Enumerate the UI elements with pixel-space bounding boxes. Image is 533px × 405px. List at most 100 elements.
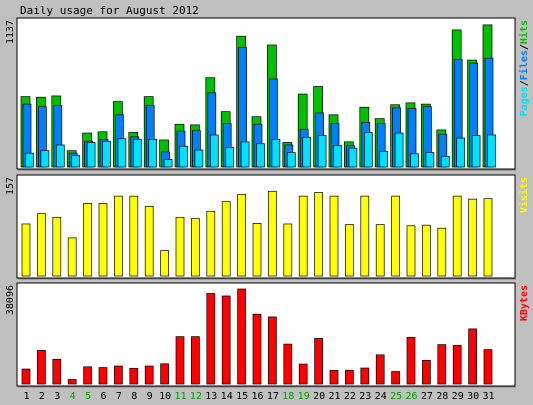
visits-bar xyxy=(206,210,216,277)
x-tick-label: 9 xyxy=(147,391,153,402)
kbytes-bar xyxy=(237,288,246,385)
visits-bar xyxy=(329,195,339,277)
x-tick-label: 1 xyxy=(23,391,29,402)
kbytes-bar xyxy=(175,336,185,385)
pages-bar xyxy=(425,152,435,168)
pages-bar xyxy=(410,153,419,168)
pages-bar xyxy=(394,132,404,168)
visits-bar xyxy=(37,213,46,277)
pages-bar xyxy=(117,138,127,168)
pages-bar xyxy=(271,138,281,168)
kbytes-bar xyxy=(206,293,216,385)
pages-bar xyxy=(225,147,235,168)
kbytes-bar xyxy=(375,354,385,385)
y-max-label: 38096 xyxy=(5,285,16,315)
x-tick-label: 2 xyxy=(39,391,45,402)
visits-bar xyxy=(375,224,385,277)
x-tick-label: 19 xyxy=(298,391,310,402)
x-tick-label: 6 xyxy=(100,391,106,402)
pages-bar xyxy=(256,143,265,168)
pages-bar xyxy=(194,149,204,168)
y-max-label: 157 xyxy=(5,177,16,195)
visits-bar xyxy=(114,195,123,277)
visits-bar xyxy=(283,223,293,277)
legend-entry: Files xyxy=(518,50,530,80)
visits-bar xyxy=(21,223,31,277)
x-tick-label: 11 xyxy=(174,391,186,402)
x-tick-label: 27 xyxy=(421,391,433,402)
x-tick-label: 25 xyxy=(390,391,402,402)
kbytes-bar xyxy=(221,295,231,385)
kbytes-bar xyxy=(144,365,154,385)
pages-bar xyxy=(286,152,296,168)
visits-bar xyxy=(67,237,77,277)
legend-entry: Visits xyxy=(518,177,530,213)
kbytes-bar xyxy=(314,338,323,385)
kbytes-bar xyxy=(268,316,277,385)
x-tick-label: 13 xyxy=(205,391,217,402)
kbytes-bar xyxy=(37,349,46,385)
legend-entry: Hits xyxy=(518,20,530,44)
visits-bar xyxy=(175,216,185,277)
visits-bar xyxy=(252,223,262,277)
x-tick-label: 31 xyxy=(482,391,494,402)
x-tick-label: 22 xyxy=(344,391,356,402)
pages-bar xyxy=(440,155,450,168)
kbytes-bar xyxy=(283,343,293,385)
x-tick-label: 29 xyxy=(452,391,464,402)
legend-entry: Pages xyxy=(519,86,530,116)
visits-bar xyxy=(422,224,431,277)
legend: KBytes xyxy=(519,285,530,321)
pages-bar xyxy=(163,159,173,168)
kbytes-bar xyxy=(160,363,169,385)
pages-bar xyxy=(132,138,142,168)
pages-bar xyxy=(102,140,111,168)
kbytes-bar xyxy=(129,367,139,385)
pages-bar xyxy=(471,135,481,168)
visits-bar xyxy=(298,195,308,277)
x-tick-label: 18 xyxy=(282,391,294,402)
visits-bar xyxy=(83,203,92,277)
kbytes-bar xyxy=(437,344,447,385)
legend: Visits xyxy=(518,177,530,213)
panel-kbytes: 38096 KBytes xyxy=(5,282,530,388)
pages-bar xyxy=(363,132,373,168)
y-max-label: 1137 xyxy=(5,20,16,44)
visits-bar xyxy=(191,218,200,277)
pages-bar xyxy=(348,147,358,168)
pages-bar xyxy=(379,150,389,168)
pages-bar xyxy=(71,155,81,168)
x-tick-label: 17 xyxy=(267,391,279,402)
x-tick-label: 15 xyxy=(236,391,248,402)
kbytes-bar xyxy=(345,369,354,385)
kbytes-bar xyxy=(252,313,262,385)
pages-bar xyxy=(25,152,34,168)
x-tick-label: 10 xyxy=(159,391,171,402)
visits-bar xyxy=(345,224,354,277)
x-tick-label: 14 xyxy=(221,391,233,402)
visits-bar xyxy=(391,195,400,277)
kbytes-bar xyxy=(360,367,370,385)
pages-bar xyxy=(86,142,96,168)
x-tick-label: 26 xyxy=(405,391,417,402)
x-axis-labels: 1 2 3 4 5 6 7 8 9 10 11 12 13 14 15 16 17 18 19 20 21 22 23 24 2… xyxy=(23,391,494,402)
visits-bar xyxy=(452,195,462,277)
kbytes-bar xyxy=(422,359,431,385)
kbytes-bar xyxy=(468,328,477,385)
kbytes-bar xyxy=(329,369,339,385)
pages-bar xyxy=(240,141,250,168)
pages-bar xyxy=(55,144,65,168)
visits-bar xyxy=(483,198,493,277)
visits-bar xyxy=(406,225,416,277)
pages-bar xyxy=(40,150,50,168)
x-tick-label: 30 xyxy=(467,391,479,402)
visits-bar xyxy=(221,201,231,277)
kbytes-bar xyxy=(483,349,493,385)
x-tick-label: 24 xyxy=(375,391,387,402)
pages-bar xyxy=(456,137,466,168)
kbytes-bar xyxy=(114,365,123,385)
chart-title: Daily usage for August 2012 xyxy=(20,4,199,17)
